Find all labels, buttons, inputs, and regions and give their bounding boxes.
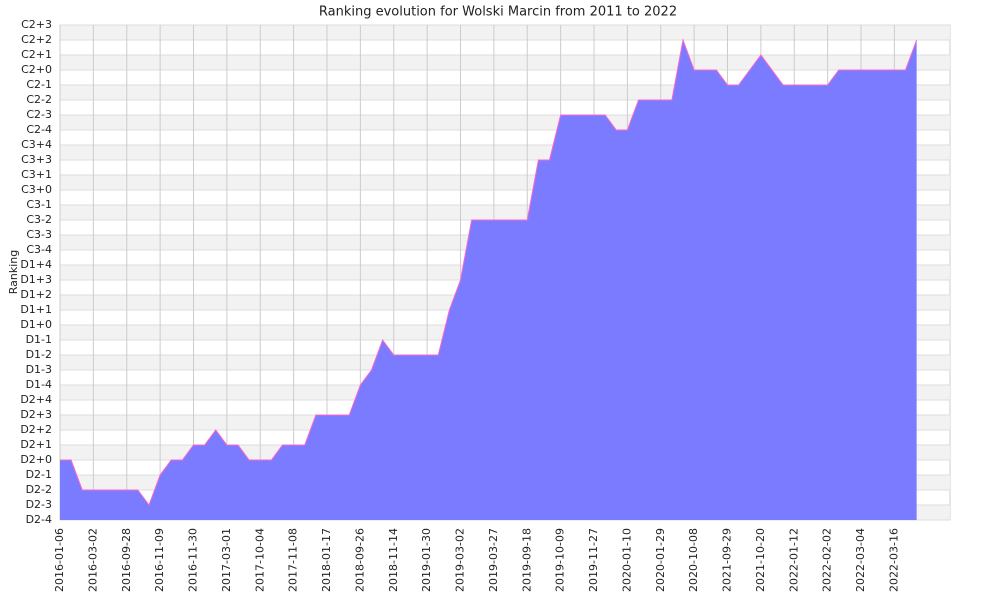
y-tick-label: D1+1 [20,303,52,316]
y-tick-label: D2+0 [20,453,52,466]
y-tick-label: D1+0 [20,318,52,331]
x-tick-label: 2022-01-12 [787,528,800,592]
y-tick-label: D1-1 [26,333,52,346]
y-tick-label: D2+2 [20,423,52,436]
x-tick-label: 2019-10-09 [554,528,567,592]
y-tick-label: C2-3 [26,108,52,121]
x-tick-label: 2017-11-08 [287,528,300,592]
x-tick-label: 2022-03-16 [887,528,900,592]
y-tick-label: D1-3 [26,363,52,376]
y-tick-label: C3+0 [21,183,52,196]
y-tick-label: D2-3 [26,498,52,511]
x-tick-label: 2016-11-09 [153,528,166,592]
x-tick-label: 2019-09-18 [520,528,533,592]
x-tick-label: 2016-11-30 [187,528,200,592]
x-tick-label: 2017-03-01 [220,528,233,592]
y-tick-label: D1-4 [26,378,52,391]
x-tick-label: 2019-03-02 [454,528,467,592]
y-tick-label: C3-1 [26,198,52,211]
y-axis-label: Ranking [7,250,20,295]
line [60,38,918,507]
x-tick-label: 2019-03-27 [487,528,500,592]
y-tick-label: C3-2 [26,213,52,226]
y-tick-label: D2-2 [26,483,52,496]
x-tick-label: 2022-02-02 [821,528,834,592]
x-tick-label: 2022-03-04 [854,528,867,592]
x-tick-label: 2021-09-29 [721,528,734,592]
y-tick-label: C3+1 [21,168,52,181]
y-tick-label: D2-4 [26,513,52,526]
y-tick-label: D2+1 [20,438,52,451]
y-tick-label: D2+4 [20,393,52,406]
x-tick-label: 2020-01-10 [620,528,633,592]
y-tick-label: D1+3 [20,273,52,286]
y-tick-label: C2+1 [21,48,52,61]
x-tick-label: 2018-11-14 [387,528,400,592]
y-tick-label: D1+2 [20,288,52,301]
y-tick-label: C3-3 [26,228,52,241]
x-tick-label: 2021-10-20 [754,528,767,592]
y-tick-label: C2+0 [21,63,52,76]
x-tick-label: 2016-03-02 [86,528,99,592]
x-tick-label: 2020-10-08 [687,528,700,592]
y-tick-label: D1+4 [20,258,52,271]
y-tick-label: C3+4 [21,138,52,151]
chart-title: Ranking evolution for Wolski Marcin from… [319,5,677,20]
y-tick-label: C3+3 [21,153,52,166]
x-tick-label: 2020-01-29 [654,528,667,592]
area [60,40,917,520]
y-tick-label: D2+3 [20,408,52,421]
x-tick-label: 2019-11-27 [587,528,600,592]
x-tick-label: 2018-01-17 [320,528,333,592]
x-tick-label: 2019-01-30 [420,528,433,592]
y-tick-label: C2+2 [21,33,52,46]
y-tick-label: C3-4 [26,243,52,256]
y-tick-label: C2-4 [26,123,52,136]
y-tick-label: C2-1 [26,78,52,91]
x-tick-label: 2018-09-26 [353,528,366,592]
y-tick-label: C2+3 [21,18,52,31]
y-tick-label: D1-2 [26,348,52,361]
x-tick-label: 2016-09-28 [120,528,133,592]
x-tick-label: 2016-01-06 [53,528,66,592]
x-tick-label: 2017-10-04 [253,528,266,592]
y-tick-label: D2-1 [26,468,52,481]
y-tick-label: C2-2 [26,93,52,106]
